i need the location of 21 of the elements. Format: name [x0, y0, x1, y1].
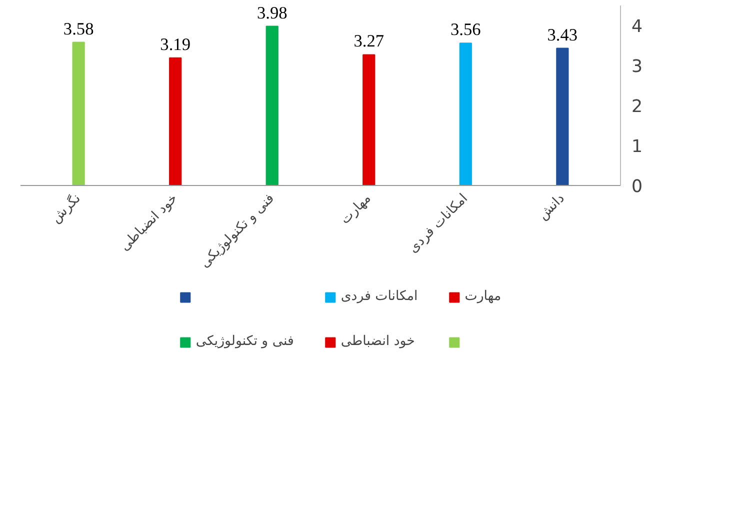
legend-label: امکانات فردی — [340, 289, 418, 304]
data-label: 3.19 — [160, 34, 191, 54]
y-tick-label: 3 — [632, 57, 643, 77]
x-tick-label: امکانات فردی — [406, 191, 471, 256]
legend-label: خود انضباطی — [340, 334, 415, 349]
y-tick-label: 0 — [632, 177, 643, 197]
x-tick-label: نگرش — [48, 190, 84, 226]
x-tick-label: مهارت — [338, 191, 374, 228]
x-tick-label: فنی و تکنولوژیکی — [198, 191, 278, 272]
data-label: 3.27 — [354, 32, 384, 51]
y-tick-label: 1 — [632, 137, 643, 157]
data-label: 3.43 — [547, 25, 578, 44]
x-tick-label: دانش — [536, 191, 568, 224]
y-tick-label: 4 — [632, 17, 643, 37]
data-label: 3.98 — [256, 3, 288, 22]
y-tick-label: 2 — [632, 97, 643, 117]
legend-label: مهارت — [464, 289, 502, 304]
legend-label: فنی و تکنولوژیکی — [196, 334, 294, 349]
data-label: 3.58 — [63, 19, 94, 38]
data-label: 3.56 — [450, 20, 482, 40]
x-tick-label: خود انضباطی — [118, 191, 181, 254]
